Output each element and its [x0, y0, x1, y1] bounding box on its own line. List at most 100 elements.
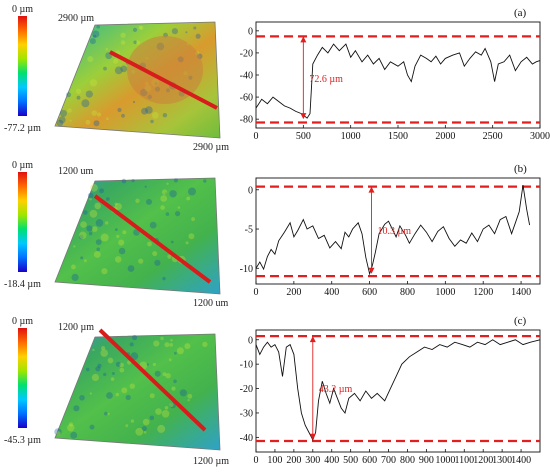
surface-spot	[96, 112, 102, 117]
surface-spot	[187, 393, 193, 399]
y-tick-label: -10	[240, 360, 253, 371]
y-tick-label: 0	[248, 26, 253, 37]
surface-spot	[177, 206, 181, 209]
surface-spot	[203, 179, 207, 183]
surface-spot	[125, 394, 131, 401]
surface-spot	[71, 264, 76, 270]
surface-spot	[141, 426, 147, 432]
dim-top-label: 1200 um	[58, 166, 94, 177]
surface-spot	[185, 31, 188, 34]
surface-spot	[174, 351, 177, 355]
x-tick-label: 2500	[483, 131, 503, 142]
surface-spot	[115, 392, 120, 397]
panel-b: 0 µm -18.4 µm 1200 um 1200 um (b) 0 200 400 600 8…	[0, 156, 550, 312]
dim-top-label: 1200 µm	[58, 322, 94, 333]
x-tick-label: 1200	[473, 287, 493, 298]
x-tick-label: 800	[400, 287, 415, 298]
x-tick-label: 500	[296, 131, 311, 142]
x-tick-label: 0	[254, 287, 259, 298]
surface-spot	[71, 273, 79, 281]
panel-letter: (b)	[514, 163, 527, 175]
surface-spot	[119, 362, 124, 368]
section-line-c	[98, 328, 207, 432]
surface-spot	[84, 259, 87, 263]
surface-spot	[96, 247, 100, 252]
annotation-arrow-head-bottom	[300, 113, 307, 120]
surface-spot	[153, 340, 160, 347]
surface-spot	[169, 402, 176, 409]
surface-spot	[122, 230, 127, 235]
surface-spot	[73, 245, 76, 248]
panel-b-svg: 0 µm -18.4 µm 1200 um 1200 um (b) 0 200 400 600 8…	[4, 160, 541, 309]
surface-spot	[138, 25, 143, 30]
surface-spot	[120, 65, 128, 73]
surface-spot	[110, 377, 115, 381]
surface-spot	[90, 184, 98, 192]
surface-spot	[175, 211, 181, 217]
profile-line-c	[255, 339, 541, 441]
surface-spot	[106, 412, 110, 416]
panel-c-svg: 0 µm -45.3 µm 1200 µm 1200 µm (c) 0 100 200 300 4…	[4, 315, 541, 467]
surface-spot	[184, 343, 191, 350]
surface-b	[54, 177, 221, 295]
x-tick-label: 0	[254, 455, 259, 466]
surface-spot	[133, 229, 140, 236]
surface-spot	[114, 202, 118, 206]
surface-spot	[149, 415, 155, 421]
surface-spot	[166, 182, 169, 185]
surface-spot	[85, 119, 91, 125]
x-tick-label: 1500	[388, 131, 408, 142]
surface-spot	[114, 203, 122, 210]
y-tick-label: 0	[248, 185, 253, 196]
surface-spot	[56, 431, 61, 436]
surface-spot	[162, 113, 168, 118]
surface-spot	[104, 411, 108, 416]
surface-spot	[94, 202, 101, 210]
x-tick-label: 500	[343, 455, 358, 466]
surface-spot	[146, 363, 149, 366]
surface-spot	[146, 198, 152, 205]
surface-spot	[89, 197, 92, 201]
panel-letter: (c)	[514, 315, 527, 327]
surface-spot	[68, 422, 74, 427]
surface-spot	[155, 408, 162, 415]
y-tick-label: -20	[240, 384, 253, 395]
surface-spot	[93, 120, 100, 127]
surface-spot	[121, 387, 128, 394]
surface-spot	[154, 259, 161, 266]
surface-spot	[115, 361, 121, 367]
dim-top-label: 2900 µm	[58, 13, 94, 24]
surface-spot	[171, 386, 176, 391]
surface-spot	[75, 88, 82, 95]
surface-spot	[93, 34, 97, 38]
x-tick-label: 700	[381, 455, 396, 466]
surface-spot	[78, 234, 84, 240]
x-tick-label: 200	[286, 287, 301, 298]
surface-spot	[149, 393, 155, 399]
surface-spot	[165, 373, 171, 379]
surface-spot	[130, 419, 135, 423]
surface-spot	[141, 107, 148, 115]
colorbar-top-label: 0 µm	[12, 4, 33, 15]
surface-spot	[168, 358, 172, 362]
y-tick-label: -20	[240, 48, 253, 59]
surface-spot	[107, 357, 114, 364]
x-tick-label: 1300	[492, 455, 512, 466]
surface-spot	[96, 25, 100, 29]
surface-spot	[80, 221, 87, 228]
x-tick-label: 1200	[473, 455, 493, 466]
surface-spot	[95, 366, 101, 372]
surface-spot	[89, 424, 95, 430]
x-tick-label: 1000	[435, 287, 455, 298]
surface-spot	[135, 40, 141, 45]
colorbar-a	[18, 16, 27, 116]
colorbar-b	[18, 172, 27, 272]
y-tick-label: -30	[240, 408, 253, 419]
annotation-arrow-head-top	[309, 336, 316, 343]
surface-spot	[97, 363, 102, 368]
surface-spot	[173, 379, 177, 384]
surface-spot	[169, 190, 177, 198]
surface-spot	[154, 370, 161, 377]
surface-spot	[195, 33, 201, 39]
annotation-arrow-head-top	[300, 36, 307, 43]
